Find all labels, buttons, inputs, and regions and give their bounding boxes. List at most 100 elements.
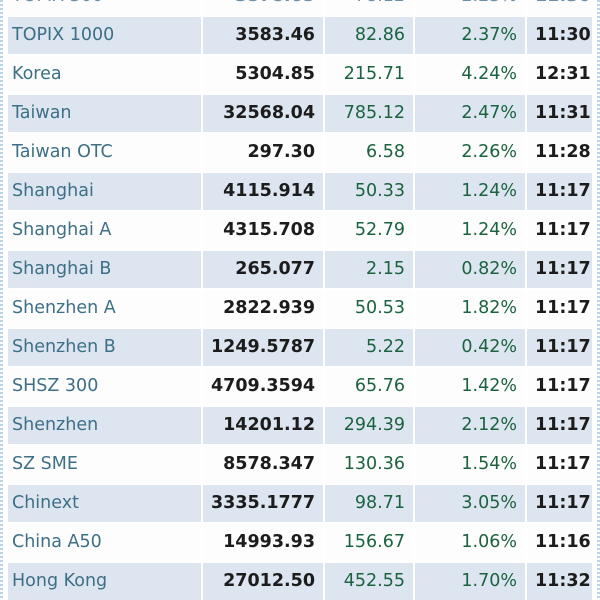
table-row[interactable]: Hong Kong 27012.50 452.55 1.70% 11:32 (4, 562, 592, 600)
last-price-cell: 2822.939 (202, 289, 325, 329)
left-page-margin (3, 0, 8, 600)
index-name-cell[interactable]: Hong Kong (4, 562, 203, 600)
table-row[interactable]: TOPIX 5003578.6578.122.23%11:30 (4, 0, 592, 17)
right-page-margin (592, 0, 597, 600)
change-value-cell: 82.86 (324, 16, 415, 56)
update-time-cell: 11:17 (526, 445, 592, 485)
change-percent-cell: 1.24% (414, 172, 527, 212)
last-price-cell: 14201.12 (202, 406, 325, 446)
index-name-cell[interactable]: Taiwan (4, 94, 203, 134)
index-name-cell[interactable]: Taiwan OTC (4, 133, 203, 173)
change-percent-cell: 2.26% (414, 133, 527, 173)
update-time-cell: 11:30 (526, 16, 592, 56)
indices-table-body: TOPIX 5003578.6578.122.23%11:30TOPIX 100… (4, 0, 592, 600)
update-time-cell: 11:32 (526, 562, 592, 600)
table-row[interactable]: SZ SME 8578.347 130.36 1.54% 11:17 (4, 445, 592, 485)
last-price-cell: 27012.50 (202, 562, 325, 600)
change-value-cell: 215.71 (324, 55, 415, 95)
market-indices-table: TOPIX 5003578.6578.122.23%11:30TOPIX 100… (4, 0, 592, 600)
change-value-cell: 50.33 (324, 172, 415, 212)
last-price-cell: 32568.04 (202, 94, 325, 134)
change-percent-cell: 3.05% (414, 484, 527, 524)
index-name-cell[interactable]: TOPIX 1000 (4, 16, 203, 56)
change-value-cell: 2.15 (324, 250, 415, 290)
last-price-cell: 14993.93 (202, 523, 325, 563)
update-time-cell: 11:17 (526, 289, 592, 329)
index-name-cell[interactable]: Shenzhen B (4, 328, 203, 368)
update-time-cell: 11:17 (526, 484, 592, 524)
table-row[interactable]: Shanghai A 4315.708 52.79 1.24% 11:17 (4, 211, 592, 251)
table-row[interactable]: Shenzhen A 2822.939 50.53 1.82% 11:17 (4, 289, 592, 329)
index-name-cell[interactable]: TOPIX 500 (4, 0, 203, 17)
index-name-cell[interactable]: Shanghai A (4, 211, 203, 251)
index-name-cell[interactable]: Shanghai B (4, 250, 203, 290)
index-name-cell[interactable]: Korea (4, 55, 203, 95)
table-row[interactable]: China A50 14993.93 156.67 1.06% 11:16 (4, 523, 592, 563)
table-row[interactable]: Shenzhen B 1249.5787 5.22 0.42% 11:17 (4, 328, 592, 368)
indices-table-scroll-region[interactable]: TOPIX 5003578.6578.122.23%11:30TOPIX 100… (4, 0, 592, 600)
change-value-cell: 6.58 (324, 133, 415, 173)
index-name-cell[interactable]: Chinext (4, 484, 203, 524)
last-price-cell: 1249.5787 (202, 328, 325, 368)
index-name-cell[interactable]: Shenzhen A (4, 289, 203, 329)
change-value-cell: 452.55 (324, 562, 415, 600)
change-value-cell: 52.79 (324, 211, 415, 251)
index-name-cell[interactable]: Shenzhen (4, 406, 203, 446)
change-percent-cell: 2.23% (414, 0, 527, 17)
table-row[interactable]: SHSZ 300 4709.3594 65.76 1.42% 11:17 (4, 367, 592, 407)
change-value-cell: 98.71 (324, 484, 415, 524)
update-time-cell: 11:28 (526, 133, 592, 173)
update-time-cell: 11:31 (526, 94, 592, 134)
change-value-cell: 5.22 (324, 328, 415, 368)
last-price-cell: 265.077 (202, 250, 325, 290)
table-row[interactable]: Chinext 3335.1777 98.71 3.05% 11:17 (4, 484, 592, 524)
change-percent-cell: 1.54% (414, 445, 527, 485)
update-time-cell: 11:17 (526, 367, 592, 407)
last-price-cell: 4315.708 (202, 211, 325, 251)
last-price-cell: 4115.914 (202, 172, 325, 212)
last-price-cell: 4709.3594 (202, 367, 325, 407)
table-row[interactable]: Shenzhen 14201.12 294.39 2.12% 11:17 (4, 406, 592, 446)
table-row[interactable]: Shanghai 4115.914 50.33 1.24% 11:17 (4, 172, 592, 212)
change-value-cell: 65.76 (324, 367, 415, 407)
last-price-cell: 5304.85 (202, 55, 325, 95)
change-percent-cell: 4.24% (414, 55, 527, 95)
index-name-cell[interactable]: SHSZ 300 (4, 367, 203, 407)
change-percent-cell: 1.82% (414, 289, 527, 329)
last-price-cell: 297.30 (202, 133, 325, 173)
table-row[interactable]: Taiwan 32568.04 785.12 2.47% 11:31 (4, 94, 592, 134)
table-row[interactable]: TOPIX 1000 3583.46 82.86 2.37% 11:30 (4, 16, 592, 56)
index-name-cell[interactable]: China A50 (4, 523, 203, 563)
update-time-cell: 11:17 (526, 211, 592, 251)
table-row[interactable]: Korea 5304.85 215.71 4.24% 12:31 (4, 55, 592, 95)
last-price-cell: 3583.46 (202, 16, 325, 56)
last-price-cell: 3335.1777 (202, 484, 325, 524)
index-name-cell[interactable]: SZ SME (4, 445, 203, 485)
change-percent-cell: 2.47% (414, 94, 527, 134)
change-percent-cell: 2.12% (414, 406, 527, 446)
last-price-cell: 8578.347 (202, 445, 325, 485)
change-value-cell: 294.39 (324, 406, 415, 446)
update-time-cell: 11:17 (526, 328, 592, 368)
change-value-cell: 50.53 (324, 289, 415, 329)
update-time-cell: 11:17 (526, 172, 592, 212)
change-percent-cell: 1.42% (414, 367, 527, 407)
table-row[interactable]: Shanghai B 265.077 2.15 0.82% 11:17 (4, 250, 592, 290)
change-value-cell: 785.12 (324, 94, 415, 134)
change-percent-cell: 0.82% (414, 250, 527, 290)
update-time-cell: 11:16 (526, 523, 592, 563)
change-value-cell: 130.36 (324, 445, 415, 485)
update-time-cell: 11:30 (526, 0, 592, 17)
change-value-cell: 156.67 (324, 523, 415, 563)
update-time-cell: 11:17 (526, 250, 592, 290)
last-price-cell: 3578.65 (202, 0, 325, 17)
update-time-cell: 11:17 (526, 406, 592, 446)
change-value-cell: 78.12 (324, 0, 415, 17)
change-percent-cell: 1.24% (414, 211, 527, 251)
change-percent-cell: 1.70% (414, 562, 527, 600)
update-time-cell: 12:31 (526, 55, 592, 95)
change-percent-cell: 2.37% (414, 16, 527, 56)
index-name-cell[interactable]: Shanghai (4, 172, 203, 212)
table-row[interactable]: Taiwan OTC 297.30 6.58 2.26% 11:28 (4, 133, 592, 173)
